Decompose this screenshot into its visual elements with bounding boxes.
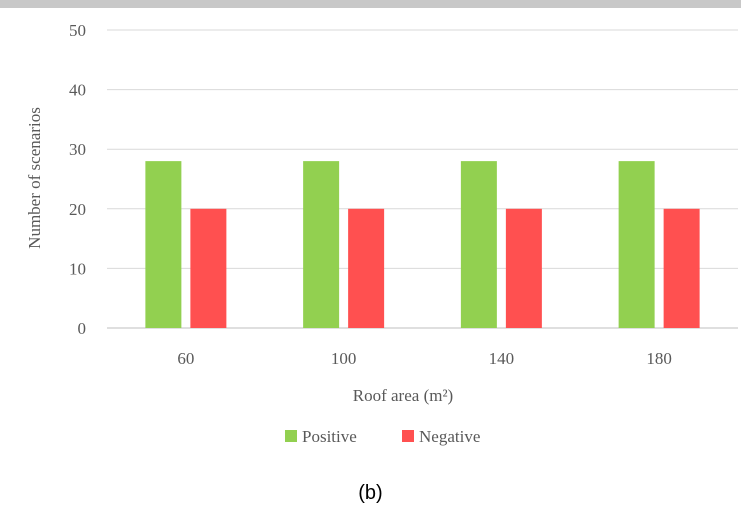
y-tick-label: 40 <box>69 81 86 100</box>
bar-positive-100 <box>303 161 340 328</box>
y-tick-label: 50 <box>69 21 86 40</box>
x-tick-label: 60 <box>177 349 194 368</box>
bar-positive-140 <box>460 161 497 328</box>
y-tick-label: 20 <box>69 200 86 219</box>
bar-negative-180 <box>663 208 700 328</box>
y-tick-label: 10 <box>69 259 86 278</box>
x-tick-label: 180 <box>646 349 672 368</box>
legend-label-negative: Negative <box>419 427 480 446</box>
x-tick-label: 100 <box>331 349 357 368</box>
bars <box>145 161 700 328</box>
legend: Positive Negative <box>285 427 480 446</box>
y-tick-label: 0 <box>78 319 87 338</box>
bar-negative-100 <box>348 208 385 328</box>
bar-positive-180 <box>618 161 655 328</box>
legend-swatch-negative <box>402 430 414 442</box>
top-border <box>0 0 741 8</box>
x-tick-labels: 60 100 140 180 <box>177 349 672 368</box>
bar-positive-60 <box>145 161 182 328</box>
y-axis-title: Number of scenarios <box>25 107 44 249</box>
x-axis-title: Roof area (m²) <box>353 386 453 405</box>
legend-swatch-positive <box>285 430 297 442</box>
y-tick-labels: 0 10 20 30 40 50 <box>69 21 86 338</box>
x-tick-label: 140 <box>489 349 515 368</box>
bar-negative-60 <box>190 208 227 328</box>
y-tick-label: 30 <box>69 140 86 159</box>
bar-negative-140 <box>505 208 542 328</box>
legend-label-positive: Positive <box>302 427 357 446</box>
figure-caption: (b) <box>358 482 383 504</box>
